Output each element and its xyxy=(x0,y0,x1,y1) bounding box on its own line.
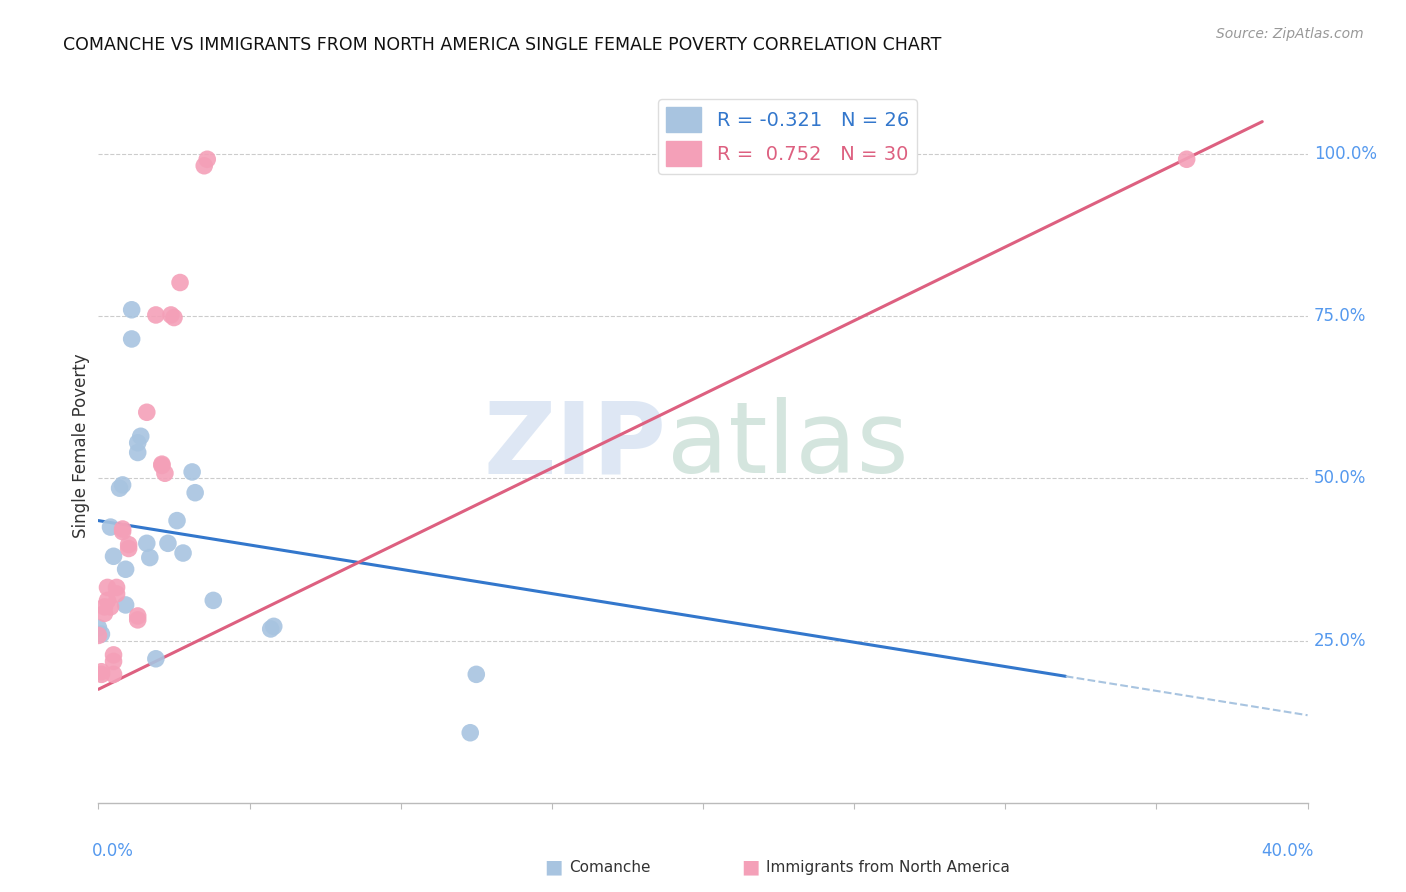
Point xyxy=(96,593,118,607)
Point xyxy=(202,593,225,607)
Point xyxy=(153,467,176,481)
Point xyxy=(150,458,173,473)
Point xyxy=(127,435,149,450)
Point xyxy=(111,522,134,536)
Text: Source: ZipAtlas.com: Source: ZipAtlas.com xyxy=(1216,27,1364,41)
Point xyxy=(93,599,115,614)
Point xyxy=(127,609,149,624)
Point xyxy=(93,607,115,621)
Point xyxy=(139,550,162,565)
Point xyxy=(145,652,167,666)
Point xyxy=(100,599,122,614)
Point xyxy=(160,308,183,322)
Y-axis label: Single Female Poverty: Single Female Poverty xyxy=(72,354,90,538)
Point xyxy=(108,481,131,495)
Point xyxy=(103,549,125,564)
Point xyxy=(90,667,112,681)
Point xyxy=(135,405,157,419)
Point xyxy=(114,562,136,576)
Text: 75.0%: 75.0% xyxy=(1313,307,1367,326)
Text: Comanche: Comanche xyxy=(569,860,651,874)
Point xyxy=(1175,153,1198,167)
Point xyxy=(87,628,110,642)
Point xyxy=(172,546,194,560)
Point xyxy=(145,308,167,322)
Point xyxy=(87,621,110,635)
Point xyxy=(90,627,112,641)
Point xyxy=(195,153,218,167)
Point xyxy=(111,478,134,492)
Text: 25.0%: 25.0% xyxy=(1313,632,1367,649)
Point xyxy=(465,667,488,681)
Point xyxy=(90,665,112,679)
Point xyxy=(169,276,191,290)
Point xyxy=(121,332,143,346)
Point xyxy=(260,622,283,636)
Legend: R = -0.321   N = 26, R =  0.752   N = 30: R = -0.321 N = 26, R = 0.752 N = 30 xyxy=(658,99,917,174)
Point xyxy=(103,667,125,681)
Text: ■: ■ xyxy=(741,857,759,877)
Point xyxy=(263,619,285,633)
Point xyxy=(166,514,188,528)
Point xyxy=(96,581,118,595)
Point xyxy=(129,429,152,443)
Point xyxy=(118,538,141,552)
Point xyxy=(111,524,134,539)
Point xyxy=(100,520,122,534)
Point xyxy=(163,310,186,325)
Point xyxy=(184,485,207,500)
Point xyxy=(150,457,173,471)
Point xyxy=(121,302,143,317)
Point xyxy=(127,613,149,627)
Point xyxy=(181,465,204,479)
Text: ■: ■ xyxy=(544,857,562,877)
Text: 0.0%: 0.0% xyxy=(93,842,134,860)
Text: 100.0%: 100.0% xyxy=(1313,145,1376,163)
Point xyxy=(103,648,125,662)
Point xyxy=(105,581,128,595)
Text: ZIP: ZIP xyxy=(484,398,666,494)
Point xyxy=(114,598,136,612)
Text: 40.0%: 40.0% xyxy=(1261,842,1313,860)
Text: Immigrants from North America: Immigrants from North America xyxy=(766,860,1010,874)
Point xyxy=(105,587,128,601)
Point xyxy=(193,159,215,173)
Point xyxy=(118,541,141,556)
Point xyxy=(156,536,179,550)
Text: atlas: atlas xyxy=(666,398,908,494)
Point xyxy=(103,654,125,668)
Point xyxy=(127,445,149,459)
Text: 50.0%: 50.0% xyxy=(1313,469,1367,487)
Point xyxy=(458,725,481,739)
Point xyxy=(135,536,157,550)
Text: COMANCHE VS IMMIGRANTS FROM NORTH AMERICA SINGLE FEMALE POVERTY CORRELATION CHAR: COMANCHE VS IMMIGRANTS FROM NORTH AMERIC… xyxy=(63,36,942,54)
